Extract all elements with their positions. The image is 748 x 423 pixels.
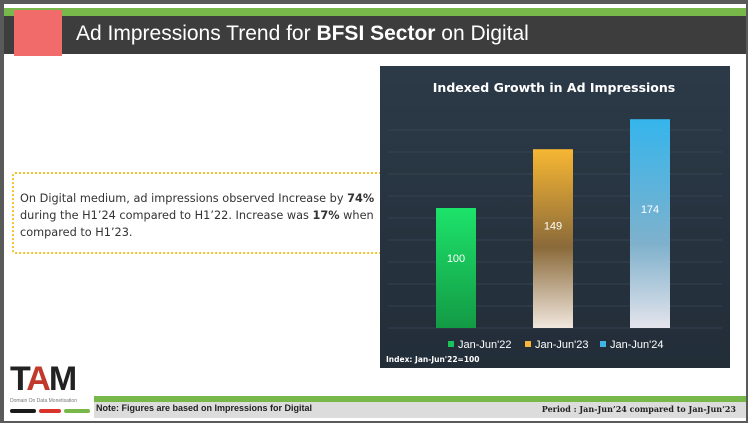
insight-part-3: when compared to H1’23.	[20, 209, 374, 239]
bar-value-label-2: 149	[544, 221, 562, 233]
legend-label-2: Jan-Jun'23	[535, 339, 588, 351]
slide: Ad Impressions Trend for BFSI Sector on …	[4, 4, 746, 421]
logo-bar-black	[10, 409, 36, 413]
bar-value-label-3: 174	[641, 204, 659, 216]
insight-highlight-2: 17%	[312, 209, 340, 222]
legend-label-3: Jan-Jun'24	[610, 339, 663, 351]
footer-bar	[94, 402, 746, 418]
logo-wordmark: TAM	[10, 360, 77, 399]
bar-value-label-1: 100	[447, 253, 465, 265]
chart-index-note: Index: Jan-Jun'22=100	[386, 355, 479, 364]
legend-swatch-1	[448, 341, 454, 347]
chart-bars: 100 149 174	[436, 119, 670, 328]
insight-callout: On Digital medium, ad impressions observ…	[12, 172, 384, 254]
bar-3	[630, 119, 670, 328]
bar-1	[436, 208, 476, 328]
logo-letter-a: A	[26, 360, 51, 398]
header-accent-strip	[4, 8, 746, 16]
insight-highlight-1: 74%	[347, 192, 375, 205]
bar-2	[533, 149, 573, 328]
chart-title: Indexed Growth in Ad Impressions	[433, 80, 675, 95]
title-prefix: Ad Impressions Trend for	[76, 22, 317, 45]
logo-bar-red	[39, 409, 61, 413]
legend-swatch-3	[600, 341, 606, 347]
footer-period: Period : Jan-Jun’24 compared to Jan-Jun’…	[541, 404, 736, 414]
logo-tagline: Domain On Data Monetisation	[10, 398, 77, 404]
logo-letter-m: M	[48, 360, 77, 398]
legend-label-1: Jan-Jun'22	[458, 339, 511, 351]
footer-accent-strip	[94, 396, 746, 402]
indexed-growth-chart: Indexed Growth in Ad Impressions 1001491…	[380, 66, 730, 368]
insight-text: On Digital medium, ad impressions observ…	[20, 190, 380, 241]
insight-part-2: during the H1’24 compared to H1’22. Incr…	[20, 209, 313, 222]
logo-letter-t: T	[10, 360, 28, 398]
insight-part-1: On Digital medium, ad impressions observ…	[20, 192, 348, 205]
chart-legend: Jan-Jun'22 Jan-Jun'23 Jan-Jun'24	[448, 339, 663, 351]
title-bold: BFSI Sector	[316, 22, 436, 45]
header-red-block	[14, 10, 62, 56]
footer-note: Note: Figures are based on Impressions f…	[96, 403, 313, 413]
logo-bar-green	[64, 409, 90, 413]
title-suffix: on Digital	[435, 22, 529, 45]
legend-swatch-2	[525, 341, 531, 347]
page-title: Ad Impressions Trend for BFSI Sector on …	[76, 22, 529, 46]
tam-logo: TAM Domain On Data Monetisation	[8, 360, 98, 413]
header-bar	[4, 16, 746, 54]
